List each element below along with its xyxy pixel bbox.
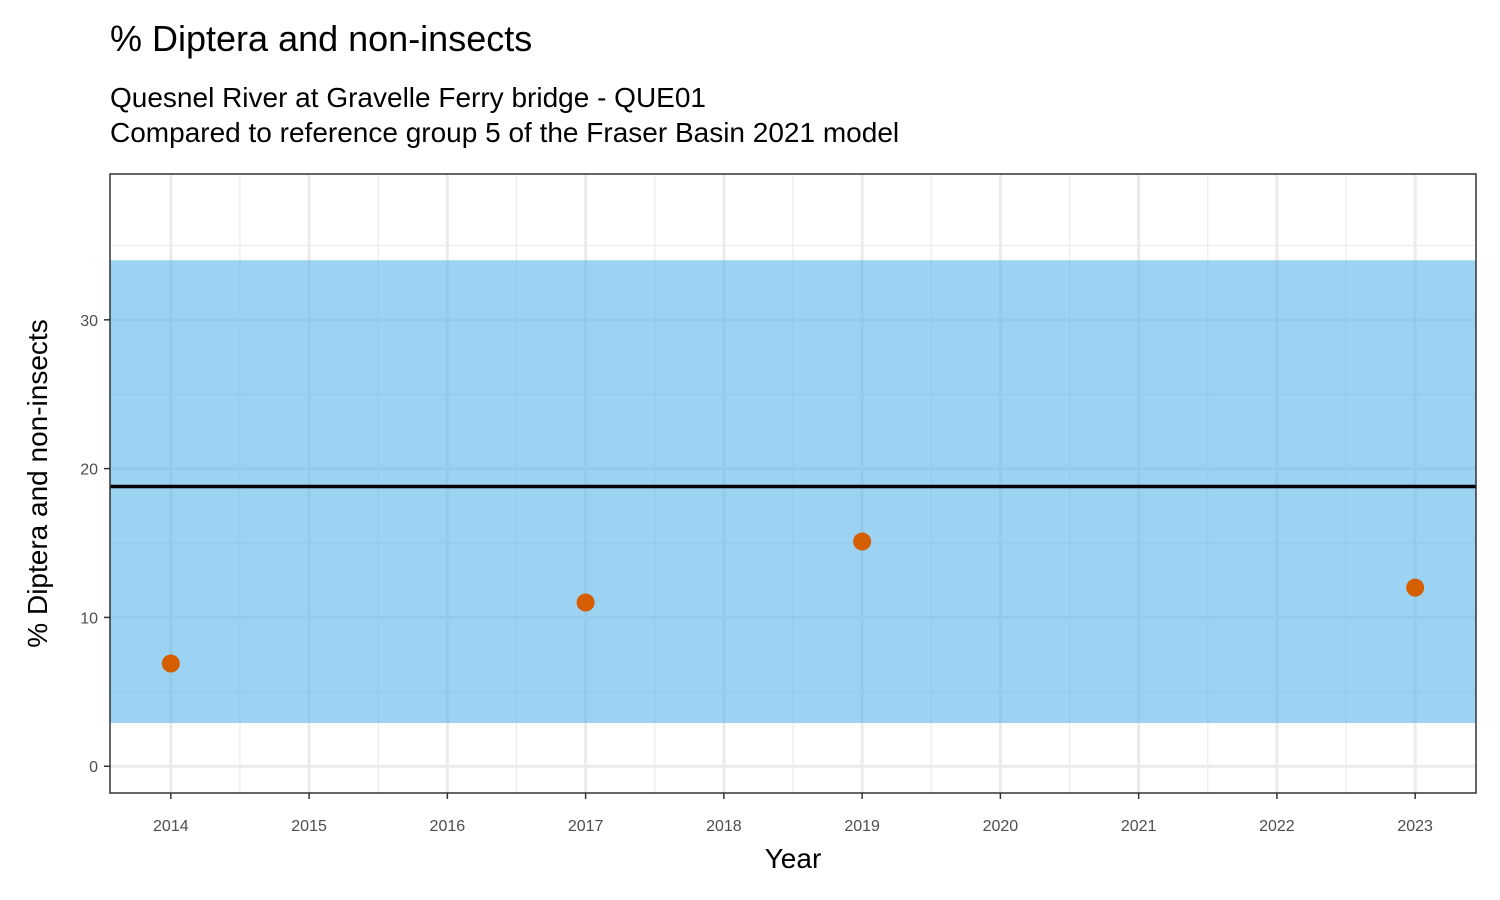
- x-tick-label: 2015: [291, 818, 327, 835]
- y-tick-label: 10: [80, 610, 98, 627]
- plot-panel-border: [109, 173, 1477, 794]
- chart-subtitle-line-2: Compared to reference group 5 of the Fra…: [110, 117, 900, 148]
- data-point-2023: [1406, 578, 1425, 597]
- x-axis-title: Year: [765, 843, 822, 874]
- data-points: [161, 532, 1425, 673]
- data-point-2014: [161, 654, 180, 673]
- x-tick-label: 2023: [1397, 818, 1433, 835]
- x-tick-label: 2019: [844, 818, 880, 835]
- y-tick-label: 30: [80, 313, 98, 330]
- x-tick-label: 2016: [430, 818, 466, 835]
- x-axis-ticks: 2014 2015 2016 2017 2018 2019 2020 2021 2022 2023: [153, 793, 1433, 835]
- y-axis-title: % Diptera and non-insects: [22, 319, 53, 647]
- y-tick-label: 20: [80, 462, 98, 479]
- y-tick-label: 0: [89, 759, 98, 776]
- chart-title: % Diptera and non-insects: [110, 18, 533, 59]
- reference-range-band: [110, 260, 1476, 724]
- y-axis-ticks: 0 10 20 30: [80, 313, 110, 776]
- data-point-2019: [853, 532, 872, 551]
- x-tick-label: 2022: [1259, 818, 1295, 835]
- x-tick-label: 2021: [1121, 818, 1157, 835]
- x-tick-label: 2018: [706, 818, 742, 835]
- x-tick-label: 2014: [153, 818, 189, 835]
- data-point-2017: [576, 593, 595, 612]
- x-tick-label: 2017: [568, 818, 604, 835]
- x-tick-label: 2020: [983, 818, 1019, 835]
- chart-subtitle-line-1: Quesnel River at Gravelle Ferry bridge -…: [110, 82, 706, 113]
